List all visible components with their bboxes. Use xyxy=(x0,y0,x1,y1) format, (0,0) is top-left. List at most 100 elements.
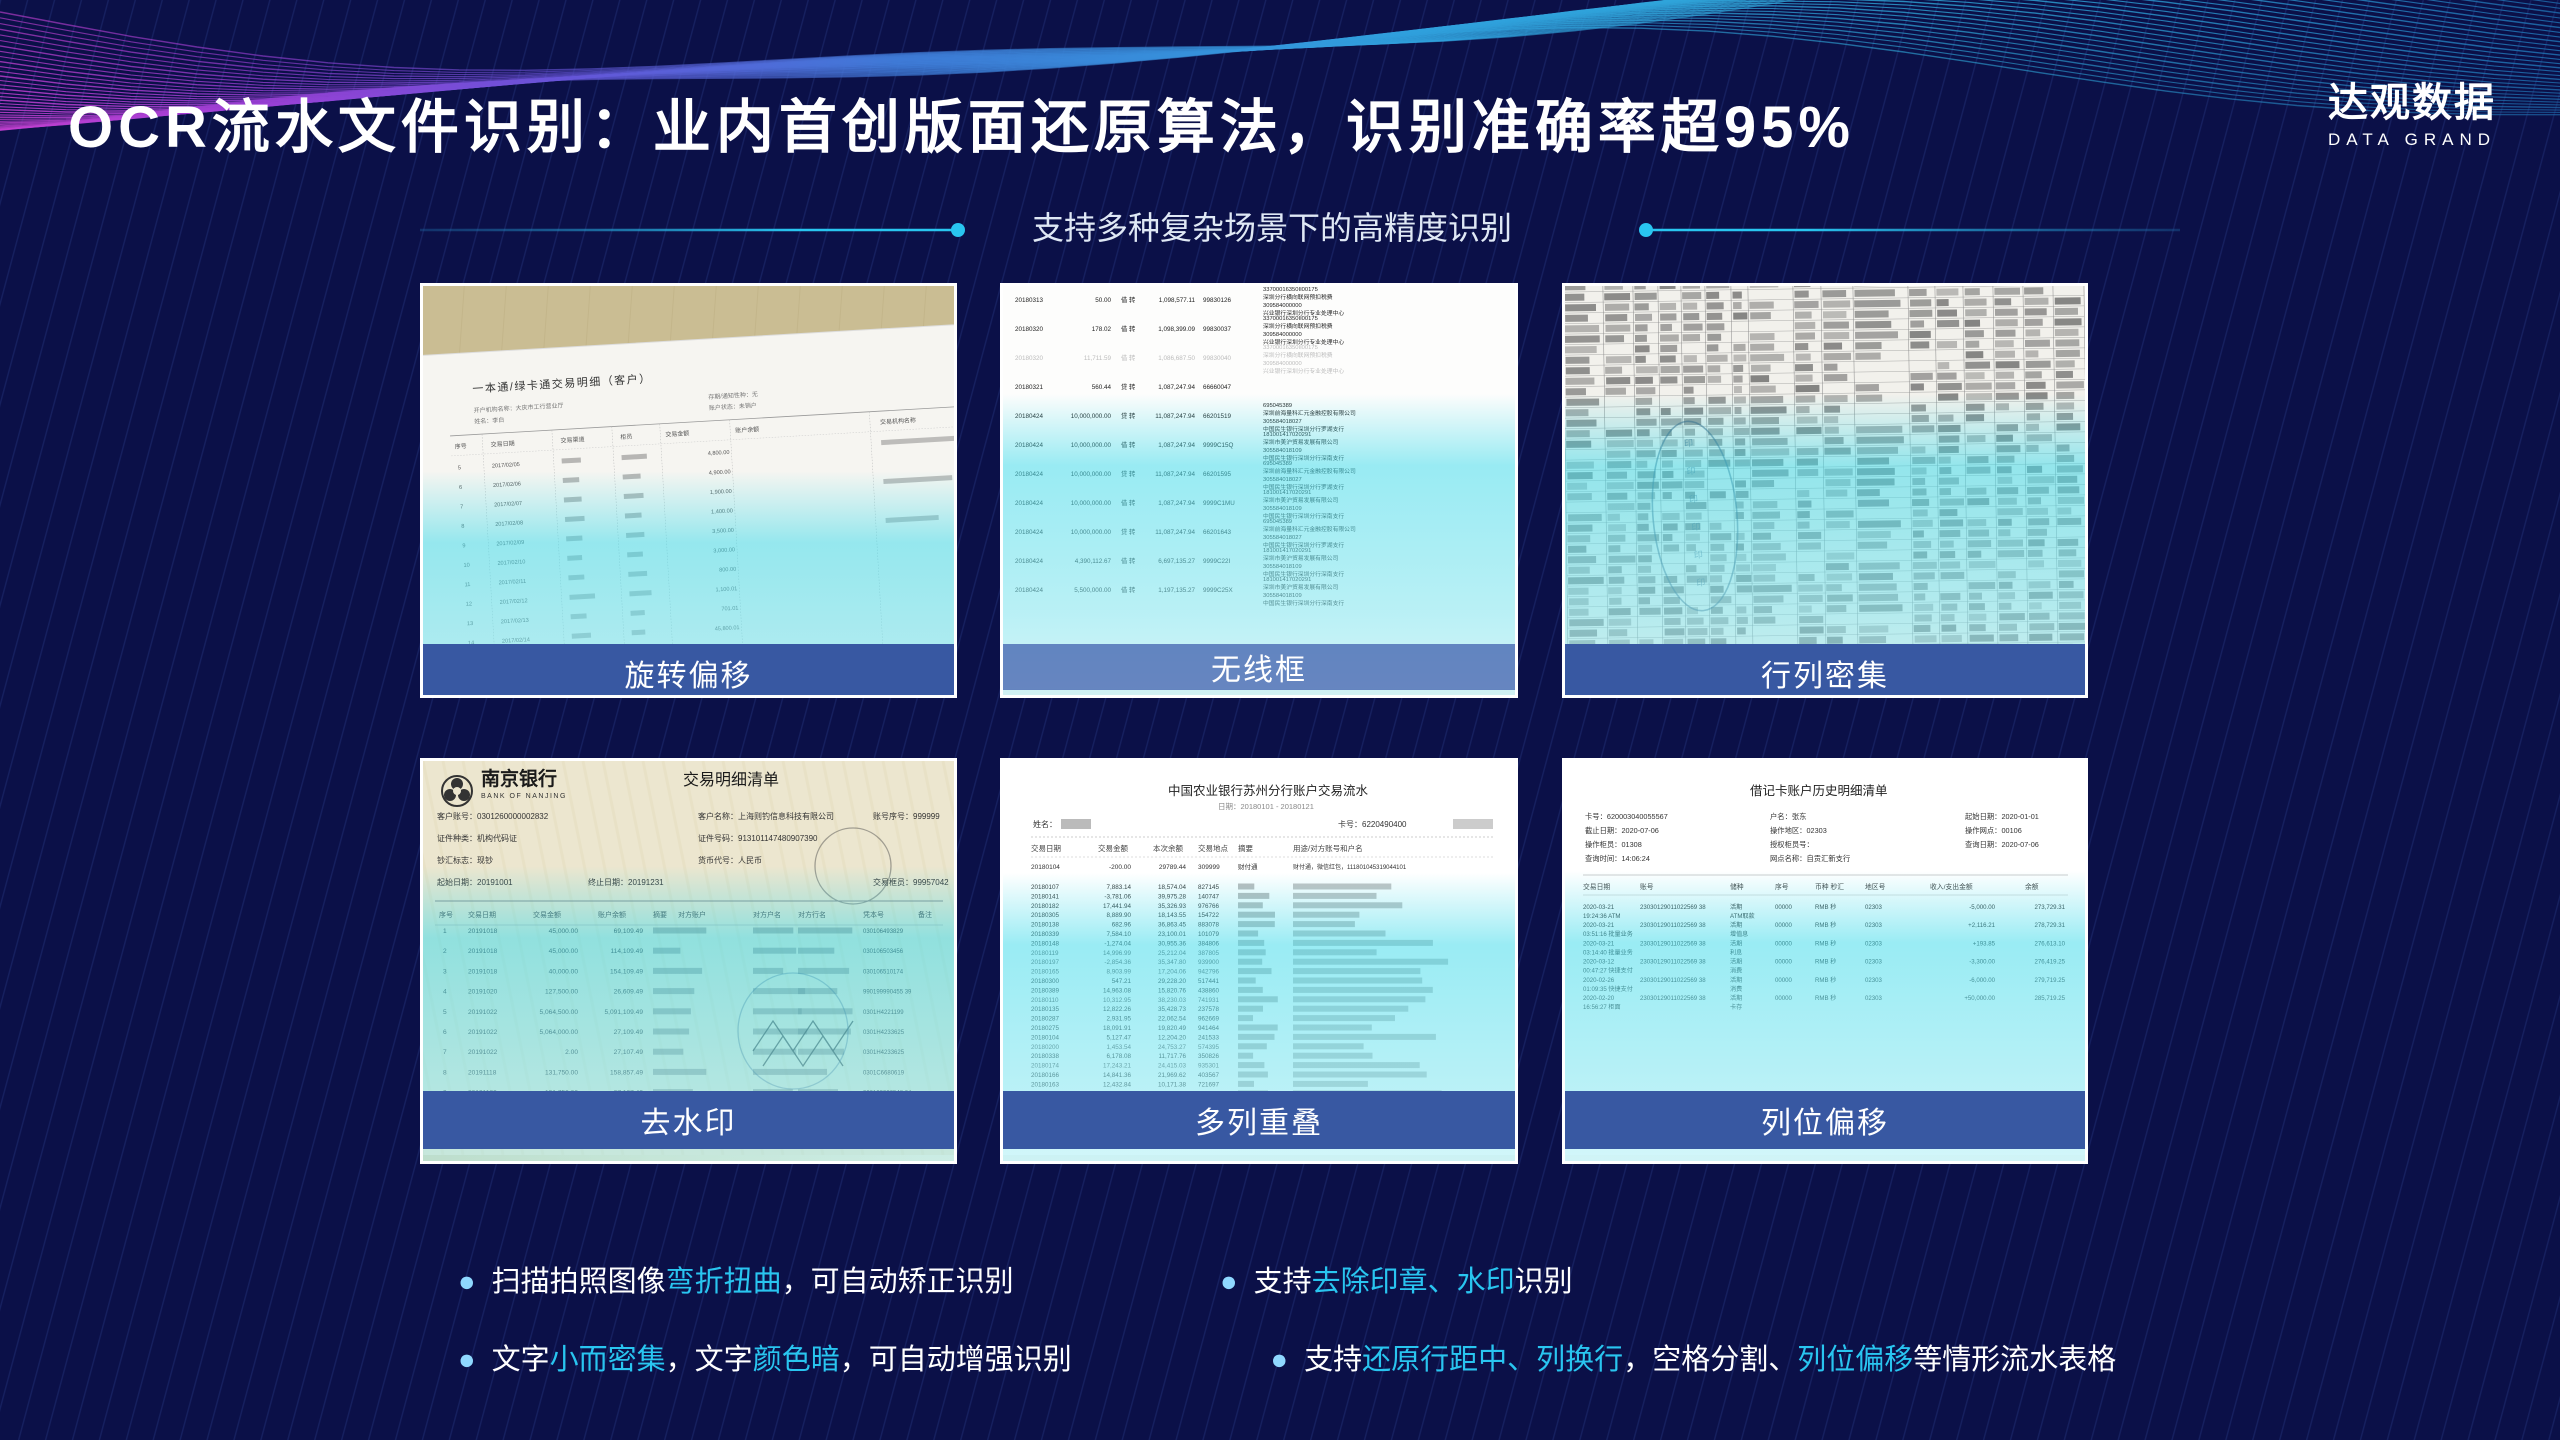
svg-text:547.21: 547.21 xyxy=(1112,978,1132,985)
svg-text:用途/对方账号和户名: 用途/对方账号和户名 xyxy=(1293,843,1363,853)
svg-text:1,098,577.11: 1,098,577.11 xyxy=(1159,297,1196,304)
svg-text:交易日期: 交易日期 xyxy=(1583,882,1610,891)
svg-text:贷 转: 贷 转 xyxy=(1121,382,1136,391)
svg-text:借 转: 借 转 xyxy=(1121,585,1136,594)
svg-text:-6,000.00: -6,000.00 xyxy=(1969,977,1995,984)
svg-text:11,087,247.94: 11,087,247.94 xyxy=(1155,471,1195,478)
svg-text:利息: 利息 xyxy=(1730,948,1742,956)
svg-text:18,143.55: 18,143.55 xyxy=(1158,912,1187,919)
svg-text:20180338: 20180338 xyxy=(1031,1053,1060,1060)
svg-text:02303: 02303 xyxy=(1865,904,1883,911)
svg-text:939900: 939900 xyxy=(1198,959,1220,966)
svg-text:20180424: 20180424 xyxy=(1015,558,1044,565)
svg-text:030106503456: 030106503456 xyxy=(863,949,904,955)
svg-text:941464: 941464 xyxy=(1198,1025,1220,1032)
svg-text:33700016350II00175: 33700016350II00175 xyxy=(1263,287,1318,293)
svg-text:账户余额: 账户余额 xyxy=(598,910,626,919)
svg-text:24,415.03: 24,415.03 xyxy=(1158,1063,1187,1070)
svg-text:114,109.49: 114,109.49 xyxy=(610,948,643,955)
svg-text:卡号：6220490400: 卡号：6220490400 xyxy=(1338,819,1407,829)
svg-text:借 转: 借 转 xyxy=(1121,353,1136,362)
svg-text:5: 5 xyxy=(443,1009,447,1016)
svg-text:278,729.31: 278,729.31 xyxy=(2035,922,2066,929)
svg-text:99830037: 99830037 xyxy=(1203,326,1232,333)
svg-text:35,347.80: 35,347.80 xyxy=(1158,959,1187,966)
svg-text:兴业银行深圳分行专业处理中心: 兴业银行深圳分行专业处理中心 xyxy=(1263,367,1344,375)
svg-text:币种 秒汇: 币种 秒汇 xyxy=(1815,882,1844,891)
svg-text:21,969.62: 21,969.62 xyxy=(1158,1072,1187,1079)
svg-text:03:51:16 批量业务: 03:51:16 批量业务 xyxy=(1583,930,1633,938)
svg-text:305584018027: 305584018027 xyxy=(1263,477,1302,483)
svg-text:5,127.47: 5,127.47 xyxy=(1106,1034,1131,1041)
svg-text:27,107.49: 27,107.49 xyxy=(614,1049,644,1056)
svg-text:309584000000: 309584000000 xyxy=(1263,332,1302,338)
svg-text:00000: 00000 xyxy=(1775,977,1793,984)
svg-text:交易日期: 交易日期 xyxy=(468,910,496,919)
svg-text:深圳市美沪贸易发展有限公司: 深圳市美沪贸易发展有限公司 xyxy=(1263,583,1339,591)
svg-text:财付通: 财付通 xyxy=(1238,862,1258,871)
svg-text:20180110: 20180110 xyxy=(1031,997,1059,1004)
svg-text:20180313: 20180313 xyxy=(1015,297,1044,304)
svg-text:181001417020291: 181001417020291 xyxy=(1263,490,1311,496)
svg-text:对方行名: 对方行名 xyxy=(798,910,826,919)
svg-text:99830040: 99830040 xyxy=(1203,355,1232,362)
svg-text:RMB 秒: RMB 秒 xyxy=(1815,994,1836,1002)
svg-text:25,212.04: 25,212.04 xyxy=(1158,950,1187,957)
svg-text:借 转: 借 转 xyxy=(1121,324,1136,333)
svg-text:活期: 活期 xyxy=(1730,976,1742,984)
svg-text:4,800.00: 4,800.00 xyxy=(708,450,730,457)
svg-text:-3,781.06: -3,781.06 xyxy=(1104,893,1131,900)
svg-text:序号: 序号 xyxy=(439,910,453,919)
svg-text:交易框员：99957042: 交易框员：99957042 xyxy=(873,877,949,887)
svg-text:交易金额: 交易金额 xyxy=(1098,843,1128,853)
svg-text:23,100.01: 23,100.01 xyxy=(1158,931,1187,938)
svg-text:6,697,135.27: 6,697,135.27 xyxy=(1158,558,1195,565)
svg-text:800.00: 800.00 xyxy=(719,567,736,574)
svg-text:消费: 消费 xyxy=(1730,967,1742,975)
svg-text:货币代号：人民币: 货币代号：人民币 xyxy=(698,855,762,865)
svg-text:2020-02-26: 2020-02-26 xyxy=(1583,977,1615,984)
svg-text:10,000,000.00: 10,000,000.00 xyxy=(1071,442,1112,449)
svg-text:14,841.36: 14,841.36 xyxy=(1103,1072,1132,1079)
svg-text:11,711.59: 11,711.59 xyxy=(1084,355,1112,362)
svg-text:273,729.31: 273,729.31 xyxy=(2035,904,2066,911)
svg-text:1,900.00: 1,900.00 xyxy=(710,489,732,496)
svg-text:01:09:35 快捷支付: 01:09:35 快捷支付 xyxy=(1583,985,1633,993)
svg-text:883078: 883078 xyxy=(1198,922,1220,929)
svg-text:5,064,500.00: 5,064,500.00 xyxy=(539,1009,578,1016)
svg-text:9: 9 xyxy=(462,543,465,549)
svg-text:10,000,000.00: 10,000,000.00 xyxy=(1071,471,1112,478)
svg-text:2: 2 xyxy=(443,948,447,955)
svg-text:33700016350II00175: 33700016350II00175 xyxy=(1263,316,1318,322)
svg-text:证件种类：机构代码证: 证件种类：机构代码证 xyxy=(437,833,517,843)
svg-text:12: 12 xyxy=(466,601,473,607)
svg-text:收入/支出金额: 收入/支出金额 xyxy=(1930,882,1973,891)
svg-text:181001417020291: 181001417020291 xyxy=(1263,432,1311,438)
svg-text:20180305: 20180305 xyxy=(1031,912,1060,919)
svg-text:10,000,000.00: 10,000,000.00 xyxy=(1071,500,1112,507)
svg-text:2020-03-12: 2020-03-12 xyxy=(1583,959,1615,966)
svg-text:RMB 秒: RMB 秒 xyxy=(1815,958,1836,966)
svg-text:23030129011022569 38: 23030129011022569 38 xyxy=(1640,904,1706,911)
svg-text:69,109.49: 69,109.49 xyxy=(614,928,644,935)
svg-text:深圳前海量科汇元金融控股有限公司: 深圳前海量科汇元金融控股有限公司 xyxy=(1263,467,1356,475)
svg-text:印: 印 xyxy=(1691,521,1701,533)
svg-text:截止日期：2020-07-06: 截止日期：2020-07-06 xyxy=(1585,826,1659,835)
svg-text:印: 印 xyxy=(1684,437,1694,449)
svg-text:66201643: 66201643 xyxy=(1203,529,1232,536)
svg-text:741931: 741931 xyxy=(1198,997,1220,1004)
svg-text:凭本号: 凭本号 xyxy=(863,910,884,919)
svg-text:印: 印 xyxy=(1689,493,1699,505)
svg-text:10,000,000.00: 10,000,000.00 xyxy=(1071,529,1112,536)
svg-text:20180300: 20180300 xyxy=(1031,978,1060,985)
svg-text:17,441.94: 17,441.94 xyxy=(1103,903,1132,910)
svg-text:285,719.25: 285,719.25 xyxy=(2035,995,2066,1002)
svg-text:9999C25X: 9999C25X xyxy=(1203,587,1234,594)
svg-text:日期：20180101 - 20180121: 日期：20180101 - 20180121 xyxy=(1218,802,1314,811)
svg-text:140747: 140747 xyxy=(1198,893,1220,900)
svg-text:深圳市美沪贸易发展有限公司: 深圳市美沪贸易发展有限公司 xyxy=(1263,438,1339,446)
svg-text:0301H4233625: 0301H4233625 xyxy=(863,1050,905,1056)
svg-text:17,204.06: 17,204.06 xyxy=(1158,969,1187,976)
svg-text:27,109.49: 27,109.49 xyxy=(614,1029,644,1036)
svg-text:-1,274.04: -1,274.04 xyxy=(1104,940,1131,947)
